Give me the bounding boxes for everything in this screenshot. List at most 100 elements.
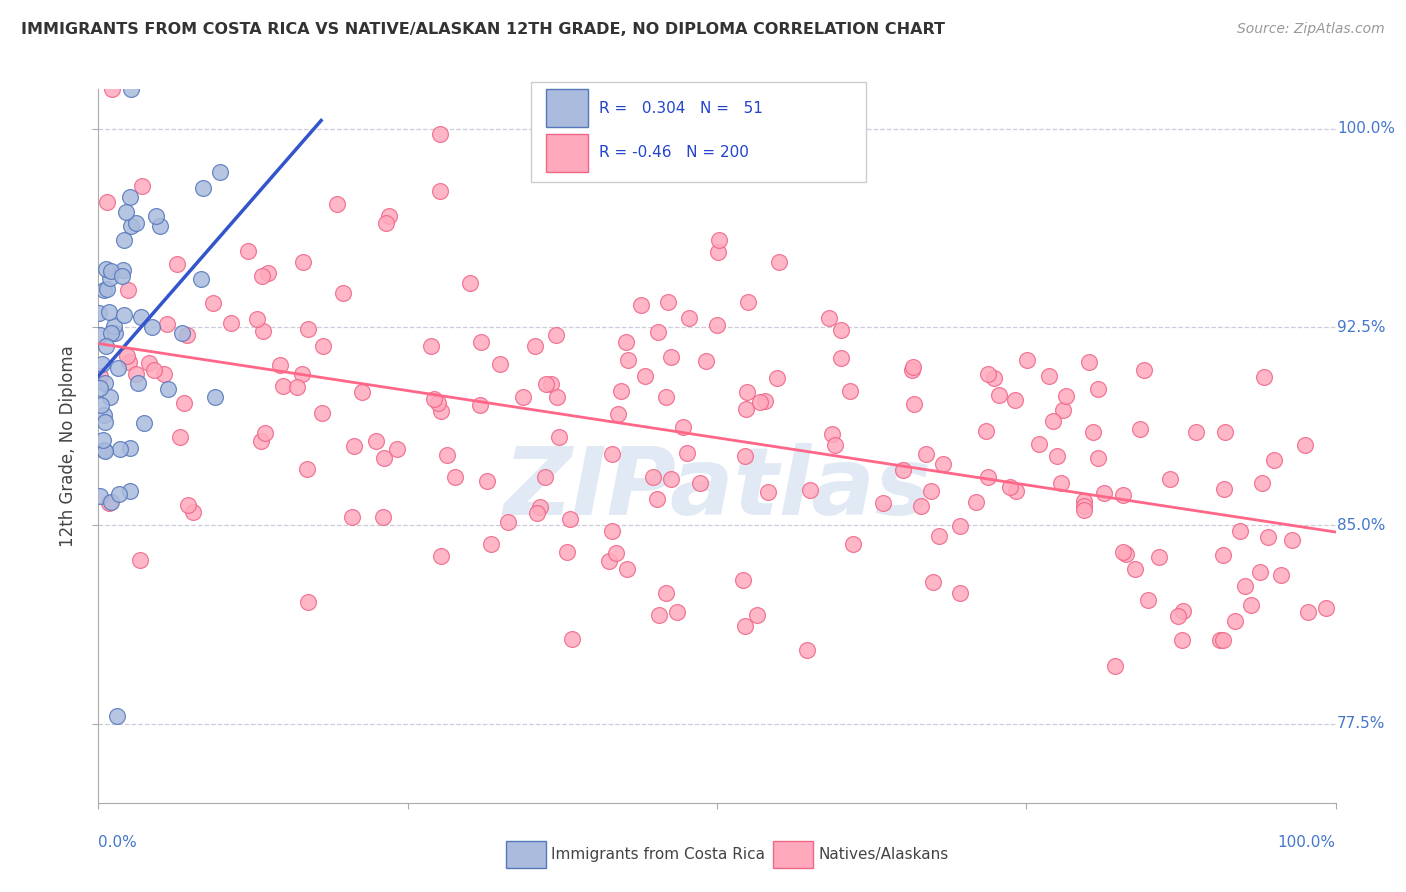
Point bbox=[555, 545, 578, 559]
Point bbox=[824, 438, 846, 452]
Point bbox=[1046, 449, 1069, 463]
Point bbox=[544, 328, 567, 343]
Point bbox=[548, 430, 571, 444]
Point bbox=[830, 351, 852, 365]
Point bbox=[100, 264, 122, 278]
Point bbox=[269, 359, 291, 373]
Point bbox=[977, 367, 1000, 381]
Point bbox=[96, 282, 118, 296]
Point bbox=[470, 334, 492, 349]
Point bbox=[90, 398, 112, 412]
Point bbox=[1171, 633, 1194, 648]
Point bbox=[181, 505, 204, 519]
Point bbox=[127, 376, 149, 391]
Point bbox=[169, 430, 191, 444]
Point bbox=[648, 607, 671, 622]
Point bbox=[108, 442, 131, 456]
Point bbox=[796, 643, 818, 657]
Point bbox=[965, 495, 987, 509]
Point bbox=[754, 394, 776, 409]
Text: 77.5%: 77.5% bbox=[1337, 716, 1385, 731]
Point bbox=[97, 496, 120, 510]
Point bbox=[666, 605, 689, 619]
Point bbox=[444, 470, 467, 484]
Point bbox=[94, 415, 117, 429]
Point bbox=[1073, 500, 1095, 514]
Point bbox=[312, 338, 335, 352]
Point bbox=[610, 384, 633, 399]
Text: 0.0%: 0.0% bbox=[98, 835, 138, 850]
Point bbox=[915, 447, 938, 461]
Point bbox=[375, 216, 398, 230]
Point bbox=[1263, 453, 1285, 467]
Point bbox=[616, 562, 638, 576]
Point bbox=[734, 619, 756, 633]
Point bbox=[1209, 633, 1232, 648]
Point bbox=[534, 377, 557, 392]
Point bbox=[343, 439, 366, 453]
Point bbox=[768, 255, 790, 269]
Point bbox=[607, 407, 630, 421]
Point bbox=[114, 205, 136, 219]
Point bbox=[91, 357, 114, 371]
Point bbox=[94, 444, 117, 458]
Point bbox=[600, 524, 623, 539]
Point bbox=[540, 376, 562, 391]
Point bbox=[488, 357, 510, 371]
Point bbox=[1185, 425, 1208, 439]
Point bbox=[891, 463, 914, 477]
Point bbox=[297, 595, 319, 609]
Point bbox=[201, 296, 224, 310]
Point bbox=[429, 404, 451, 418]
Point bbox=[1042, 414, 1064, 428]
Point bbox=[479, 537, 502, 551]
Point bbox=[1112, 488, 1135, 502]
Point bbox=[107, 486, 129, 500]
Point bbox=[872, 495, 894, 509]
Point bbox=[1015, 352, 1038, 367]
Point bbox=[689, 476, 711, 491]
Point bbox=[89, 381, 111, 395]
Point bbox=[131, 178, 153, 193]
Point bbox=[1213, 425, 1236, 439]
Point bbox=[706, 318, 728, 332]
Point bbox=[430, 549, 453, 564]
Point bbox=[645, 491, 668, 506]
Text: 92.5%: 92.5% bbox=[1337, 319, 1385, 334]
Point bbox=[120, 82, 142, 96]
Point bbox=[1128, 422, 1150, 436]
Point bbox=[291, 367, 314, 381]
Point bbox=[94, 261, 117, 276]
Point bbox=[297, 322, 319, 336]
Point bbox=[1112, 545, 1135, 559]
Point bbox=[295, 462, 318, 476]
Point bbox=[734, 449, 756, 463]
Point bbox=[93, 283, 115, 297]
Point bbox=[1054, 389, 1077, 403]
Point bbox=[429, 128, 451, 142]
Text: 100.0%: 100.0% bbox=[1278, 835, 1336, 850]
Point bbox=[97, 304, 120, 318]
Y-axis label: 12th Grade, No Diploma: 12th Grade, No Diploma bbox=[59, 345, 77, 547]
Point bbox=[1229, 524, 1251, 538]
Point bbox=[1167, 609, 1189, 624]
Point bbox=[1092, 485, 1115, 500]
Point bbox=[830, 323, 852, 337]
Point bbox=[273, 379, 295, 393]
Point bbox=[647, 325, 669, 339]
Point bbox=[94, 376, 117, 390]
Point bbox=[173, 396, 195, 410]
Point bbox=[928, 528, 950, 542]
Point bbox=[100, 271, 122, 285]
Point bbox=[138, 356, 160, 370]
Point bbox=[735, 402, 758, 417]
Point bbox=[1251, 476, 1274, 491]
Point bbox=[983, 371, 1005, 385]
Point bbox=[1087, 382, 1109, 396]
Point bbox=[93, 443, 115, 458]
Point bbox=[731, 574, 754, 588]
Point bbox=[634, 368, 657, 383]
Point bbox=[373, 509, 395, 524]
Point bbox=[1115, 547, 1137, 561]
Point bbox=[839, 384, 862, 398]
